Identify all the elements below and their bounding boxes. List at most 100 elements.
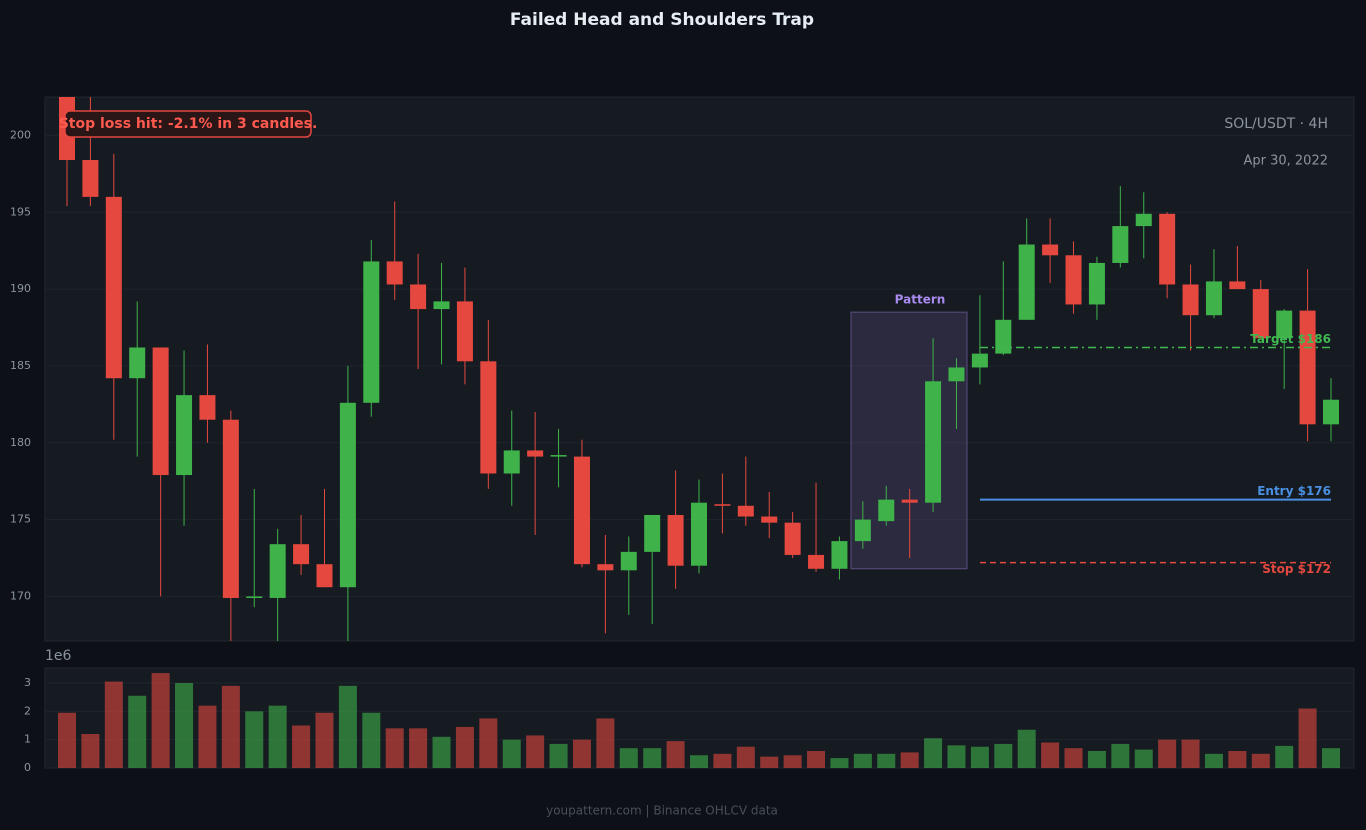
volume-bar (292, 725, 311, 768)
candle-body (386, 261, 403, 285)
volume-bar (245, 711, 264, 768)
candle-body (1182, 284, 1199, 316)
y-tick-label: 180 (10, 436, 31, 449)
volume-bar (760, 756, 779, 768)
volume-bar (1041, 742, 1060, 768)
y-tick-label: 170 (10, 589, 31, 602)
volume-bar (596, 718, 615, 768)
volume-bar (713, 753, 732, 768)
footer: youpattern.com | Binance OHLCV data (546, 804, 778, 818)
candle-body (854, 519, 871, 542)
candle-body (433, 301, 450, 310)
candle-body (995, 319, 1012, 354)
volume-bar (1134, 749, 1153, 768)
level-label: Target $186 (1250, 332, 1331, 346)
candle-body (691, 502, 707, 566)
candle-body (808, 554, 825, 569)
volume-bar (783, 755, 802, 768)
candle-body (1229, 281, 1246, 290)
candle-body (316, 564, 333, 588)
overlay: 170 175 180 185 190 195 200 0 1 2 3 Pattern Target $… (10, 128, 1331, 774)
volume-bar (1181, 739, 1200, 768)
candle-body (550, 455, 567, 457)
volume-bar (128, 695, 147, 768)
volume-bar (362, 712, 381, 768)
chart-title: Failed Head and Shoulders Trap (510, 10, 814, 30)
candle-body (737, 505, 754, 517)
date: Apr 30, 2022 (1243, 154, 1328, 169)
candle-body (597, 564, 614, 571)
volume-bar (970, 746, 989, 768)
candle-body (1299, 310, 1316, 425)
volume-bar (338, 685, 357, 768)
candle-body (456, 301, 473, 362)
symbol: SOL/USDT · 4H (1224, 116, 1328, 132)
candle-body (199, 395, 216, 420)
y-tick-label: 195 (10, 205, 31, 218)
candle-body (269, 544, 286, 598)
volume-bar (1087, 751, 1106, 768)
volume-bar (1228, 751, 1247, 768)
volume-bar (104, 681, 123, 768)
volume-bar (947, 745, 966, 768)
y-tick-label: 200 (10, 128, 31, 141)
candle-body (878, 499, 895, 522)
volume-bar (549, 743, 568, 768)
volume-bar (432, 736, 451, 768)
candle-body (152, 347, 169, 476)
volume-bar (58, 712, 76, 768)
volume-bar (1298, 708, 1317, 768)
candle-body (1135, 213, 1152, 227)
annotation-box (64, 110, 312, 138)
volume-bar (643, 748, 662, 768)
candle-body (1276, 310, 1293, 339)
volume-bar (666, 741, 685, 768)
volume-bar (1322, 748, 1340, 768)
level-label: Stop $172 (1262, 562, 1331, 576)
candle-body (410, 284, 427, 310)
candle-body (1159, 213, 1176, 285)
candle-body (901, 499, 918, 503)
candle-body (1112, 226, 1129, 263)
volume-bar (151, 673, 170, 768)
volume-bar (221, 685, 240, 768)
volume-bar (924, 738, 943, 768)
volume-bar (853, 753, 872, 768)
volume-bar (455, 726, 474, 768)
volume-bar (736, 746, 755, 768)
volume-bar (1111, 743, 1130, 768)
candle-body (761, 516, 778, 523)
volume-bar (175, 683, 194, 768)
candle-body (620, 551, 637, 571)
candle-body (82, 160, 99, 197)
candle-body (129, 347, 146, 379)
volume-bar (1251, 753, 1270, 768)
volume-bar (877, 753, 896, 768)
candle-body (1065, 255, 1082, 305)
candle-body (176, 395, 193, 476)
candle-body (480, 361, 497, 474)
candle-body (784, 522, 801, 555)
candle-body (105, 196, 122, 379)
candle-body (1323, 399, 1339, 425)
volume-plot (45, 673, 1354, 768)
candle-body (925, 381, 942, 503)
volume-bar (409, 728, 428, 768)
volume-tick-label: 2 (24, 704, 31, 717)
volume-bar (807, 751, 826, 768)
candle-body (1252, 289, 1269, 339)
volume-bar (690, 755, 708, 768)
candle-body (1018, 244, 1035, 320)
y-tick-label: 185 (10, 359, 31, 372)
volume-bar (479, 718, 498, 768)
candle-body (503, 450, 520, 474)
volume-bar (1204, 753, 1223, 768)
candle-body (971, 353, 988, 368)
volume-bar (619, 748, 638, 768)
level-label: Entry $176 (1257, 484, 1331, 498)
candle-body (831, 541, 848, 569)
candle-body (363, 261, 380, 403)
candle-body (339, 402, 356, 588)
